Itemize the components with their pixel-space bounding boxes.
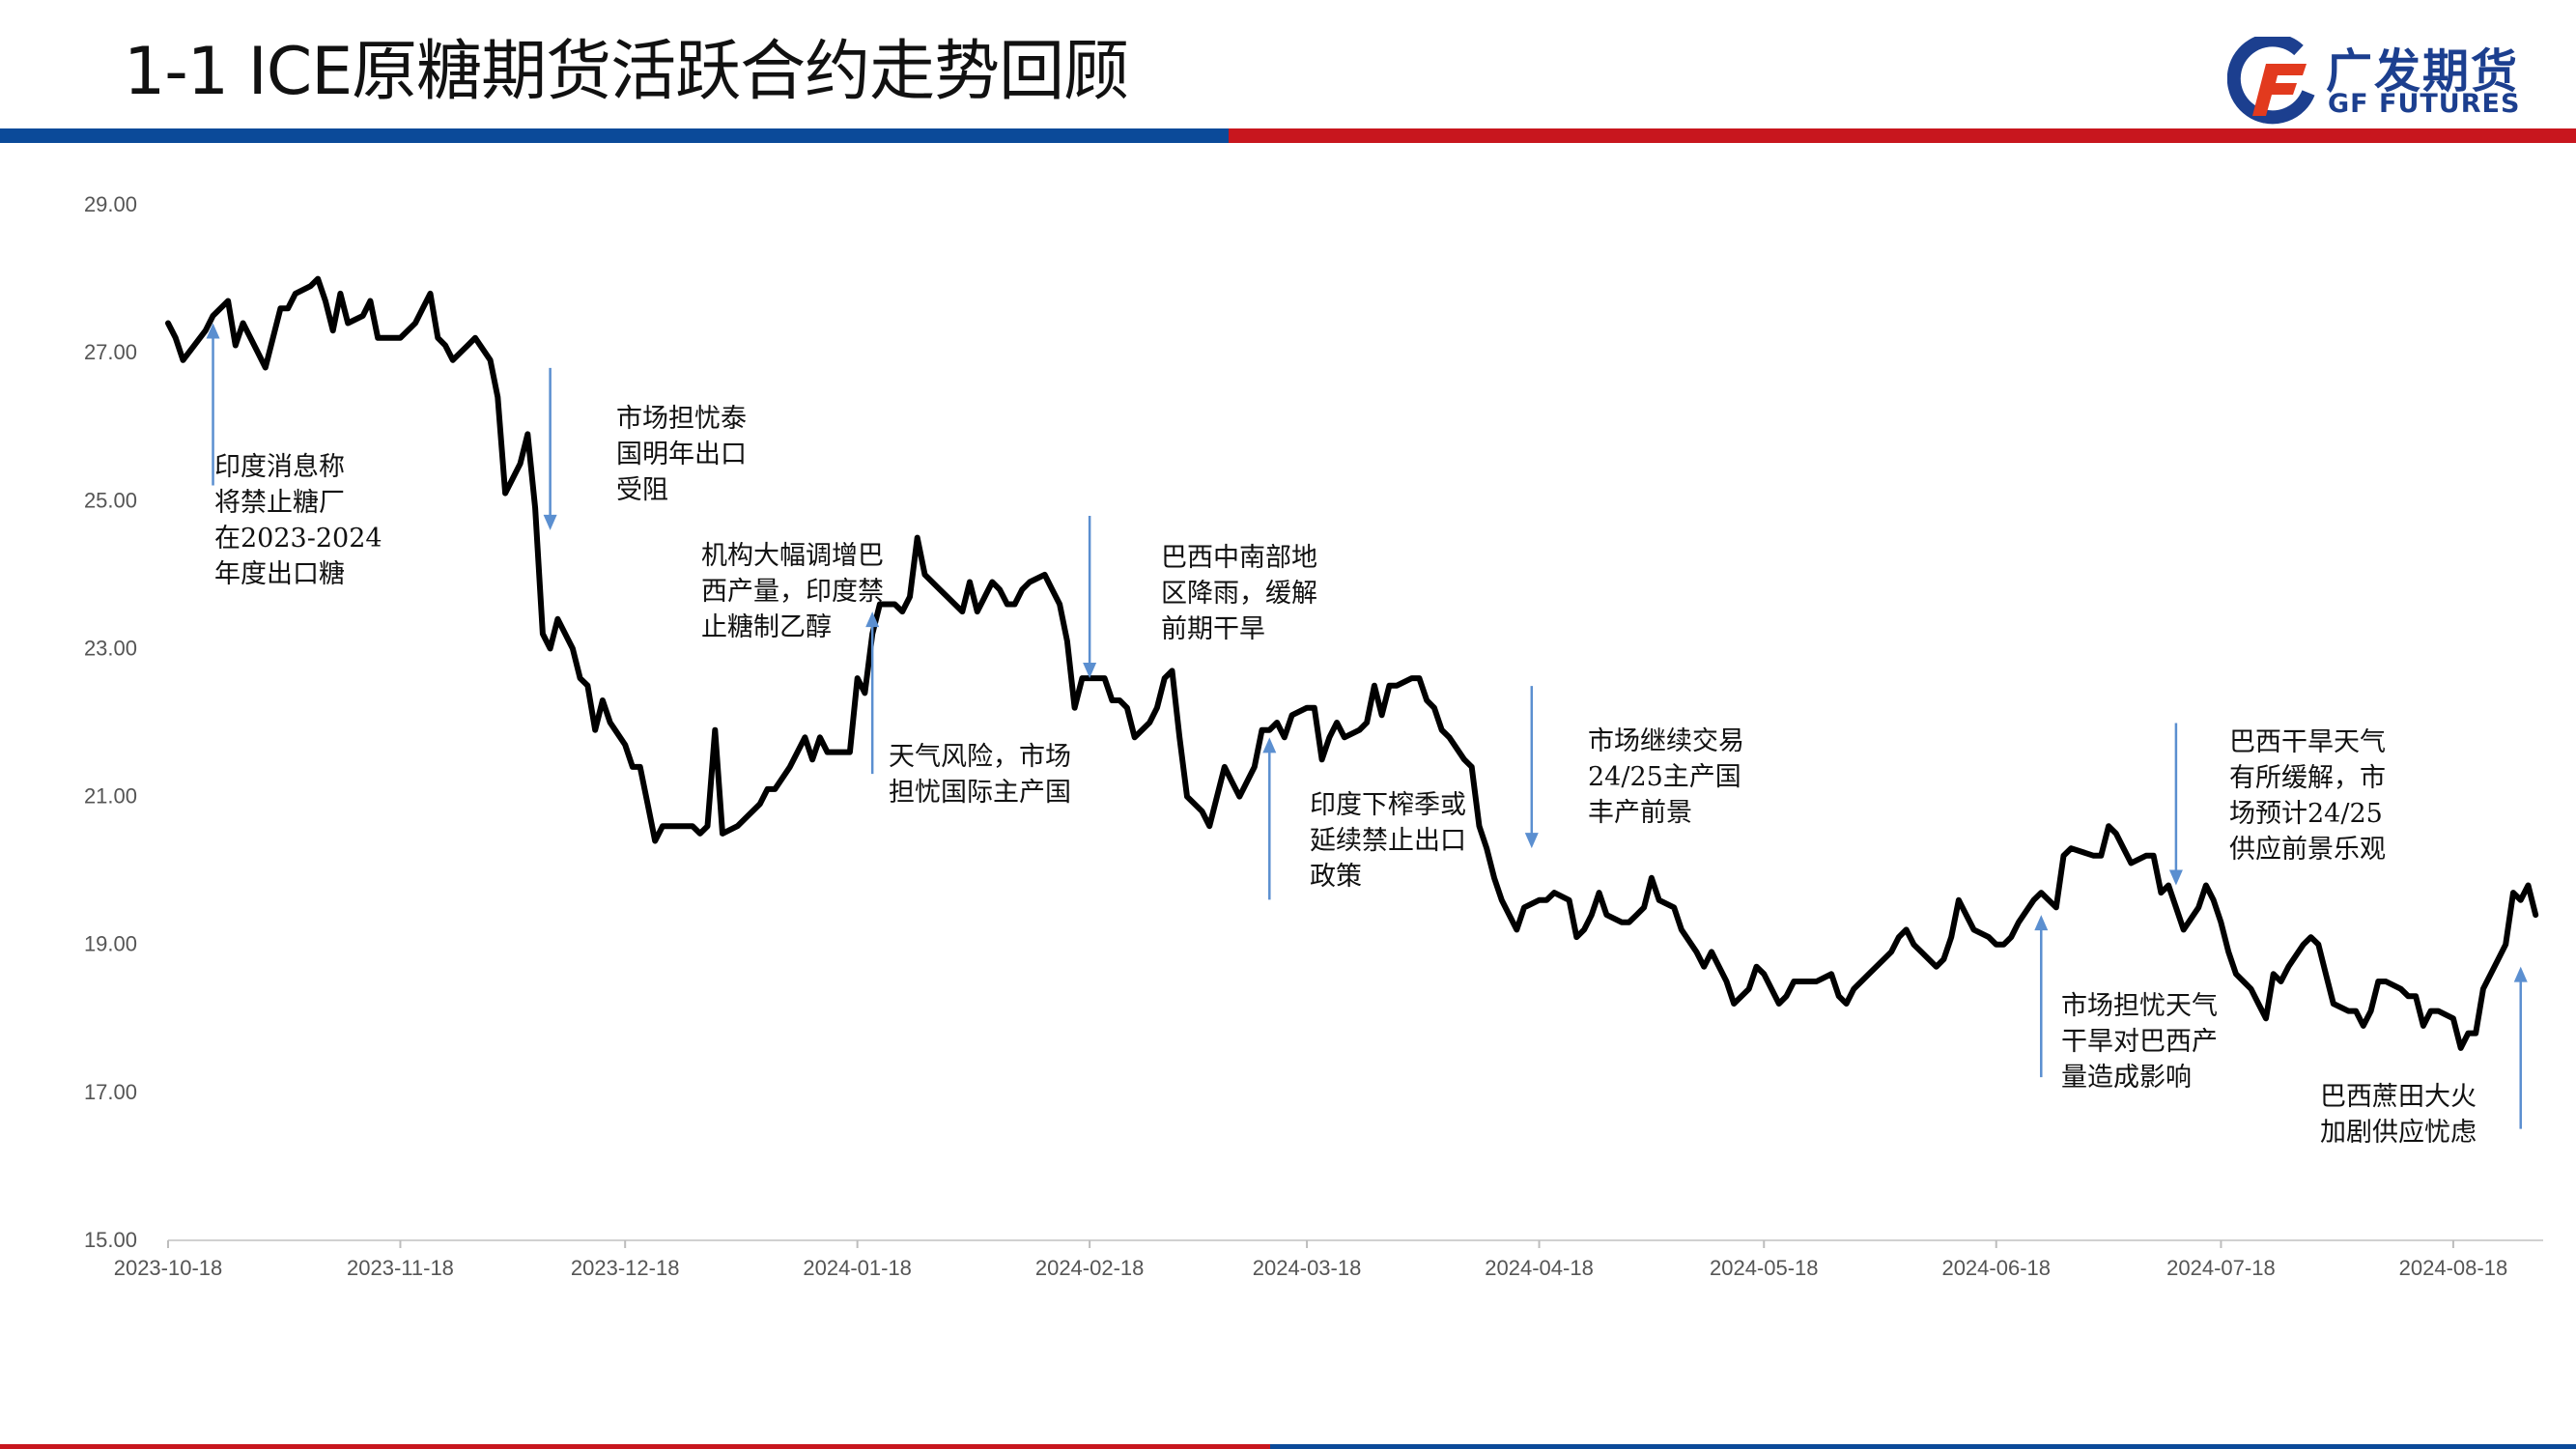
- x-tick-label: 2023-12-18: [571, 1256, 680, 1280]
- x-tick-label: 2024-01-18: [803, 1256, 912, 1280]
- y-axis: 15.00 17.00 19.00 21.00 23.00 25.00 27.00 29.00: [84, 192, 137, 1252]
- annotation-arrow-head: [1524, 833, 1539, 849]
- sugar-futures-line-chart: 15.00 17.00 19.00 21.00 23.00 25.00 27.00 29.00…: [84, 192, 2543, 1280]
- logo-text-en: GF FUTURES: [2328, 89, 2521, 119]
- annotation-text-line: 丰产前景: [1588, 798, 1692, 828]
- annotation-text-line: 西产量，印度禁: [701, 577, 884, 607]
- series-layer: [165, 275, 2539, 1051]
- footer-rule-blue: [1270, 1444, 2576, 1449]
- annotation-text-line: 年度出口糖: [214, 559, 345, 589]
- annotation-text-line: 止糖制乙醇: [701, 612, 832, 642]
- logo-text-cn: 广发期货: [2326, 44, 2520, 99]
- y-tick-label: 21.00: [84, 784, 137, 809]
- x-tick-label: 2023-11-18: [347, 1256, 454, 1280]
- annotation-text-line: 场预计24/25: [2229, 799, 2383, 829]
- y-tick-label: 25.00: [84, 488, 137, 512]
- x-tick-label: 2024-04-18: [1485, 1256, 1594, 1280]
- annotation-arrow-head: [2168, 869, 2183, 886]
- x-tick-label: 2024-07-18: [2166, 1256, 2276, 1280]
- x-tick-label: 2024-03-18: [1253, 1256, 1362, 1280]
- annotation-arrow-head: [1262, 737, 1277, 753]
- y-tick-label: 23.00: [84, 636, 137, 660]
- y-tick-label: 17.00: [84, 1080, 137, 1104]
- annotation-text-line: 将禁止糖厂: [214, 488, 345, 518]
- price-series-line: [165, 275, 2539, 1051]
- annotation-text-line: 有所缓解，市: [2229, 763, 2386, 793]
- header-rule-blue: [0, 128, 1229, 143]
- x-axis: 2023-10-18 2023-11-18 2023-12-18 2024-01-18…: [114, 1239, 2543, 1280]
- x-tick-label: 2023-10-18: [114, 1256, 223, 1280]
- annotation-arrow-head: [206, 323, 220, 339]
- page-title: 1-1 ICE原糖期货活跃合约走势回顾: [124, 34, 1129, 110]
- annotation-text-line: 前期干旱: [1161, 614, 1265, 644]
- annotation-text-line: 市场担忧天气: [2061, 991, 2218, 1021]
- annotation-text-line: 供应前景乐观: [2229, 835, 2386, 865]
- y-tick-label: 19.00: [84, 932, 137, 956]
- annotation-text-line: 巴西中南部地: [1161, 543, 1317, 573]
- annotation-arrow-head: [2513, 966, 2528, 982]
- annotation-text-line: 国明年出口: [616, 440, 747, 469]
- annotation-text-line: 印度下榨季或: [1310, 790, 1466, 820]
- annotation-text-line: 区降雨，缓解: [1161, 579, 1317, 609]
- annotation-text-line: 受阻: [616, 475, 668, 505]
- annotation-text-line: 延续禁止出口: [1310, 826, 1466, 856]
- x-tick-label: 2024-06-18: [1941, 1256, 2051, 1280]
- annotation-arrow-head: [543, 514, 557, 530]
- annotation-text-line: 量造成影响: [2061, 1063, 2192, 1093]
- annotation-text-line: 24/25主产国: [1588, 762, 1741, 792]
- annotation-text-line: 市场继续交易: [1588, 726, 1744, 756]
- x-tick-label: 2024-05-18: [1710, 1256, 1819, 1280]
- annotation-arrow-head: [2034, 915, 2049, 931]
- annotation-arrow-head: [1083, 663, 1097, 679]
- y-tick-label: 15.00: [84, 1228, 137, 1252]
- annotation-text-line: 担忧国际主产国: [889, 778, 1071, 808]
- header-rule-red: [1229, 128, 2576, 143]
- annotation-text-line: 政策: [1310, 862, 1362, 892]
- brand-logo: 广发期货 GF FUTURES: [2220, 29, 2558, 126]
- annotation-text-line: 机构大幅调增巴: [701, 541, 884, 571]
- y-tick-label: 27.00: [84, 340, 137, 364]
- annotation-text-line: 在2023-2024: [214, 524, 382, 554]
- annotation-arrow-head: [865, 611, 880, 628]
- annotation-text-line: 加剧供应忧虑: [2320, 1118, 2477, 1148]
- x-tick-label: 2024-08-18: [2399, 1256, 2508, 1280]
- annotation-text-line: 巴西蔗田大火: [2320, 1082, 2477, 1112]
- x-tick-label: 2024-02-18: [1035, 1256, 1145, 1280]
- annotation-text-line: 巴西干旱天气: [2229, 727, 2386, 757]
- annotation-text-line: 天气风险，市场: [889, 742, 1071, 772]
- annotation-text-line: 印度消息称: [214, 452, 345, 482]
- footer-rule-red: [0, 1444, 1270, 1449]
- y-tick-label: 29.00: [84, 192, 137, 216]
- annotation-text-line: 干旱对巴西产: [2061, 1027, 2218, 1057]
- annotation-text-line: 市场担忧泰: [616, 404, 747, 434]
- gf-logo-icon: [2227, 37, 2315, 125]
